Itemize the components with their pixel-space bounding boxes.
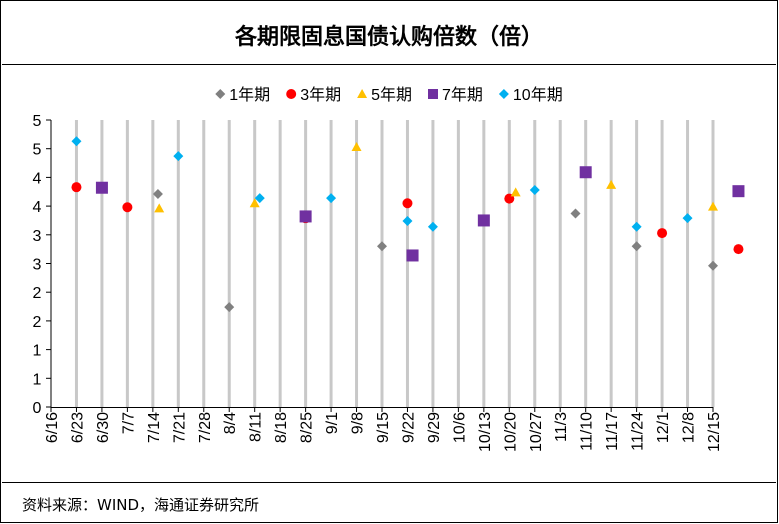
data-point: [733, 244, 744, 255]
legend-item: 1年期: [215, 86, 270, 104]
data-point: [406, 249, 419, 262]
data-point: [224, 302, 235, 313]
x-tick-label: 10/20: [502, 412, 519, 452]
y-tick-label: 0: [33, 400, 42, 417]
data-point: [570, 208, 581, 219]
legend-label: 5年期: [371, 86, 412, 104]
y-tick-label: 1: [33, 371, 42, 388]
x-tick-label: 9/29: [426, 412, 443, 443]
x-tick-label: 8/18: [273, 412, 290, 443]
x-tick-label: 7/21: [171, 412, 188, 443]
data-point: [377, 241, 387, 252]
data-point: [708, 201, 718, 211]
legend-label: 3年期: [300, 86, 341, 104]
x-tick-label: 9/8: [350, 412, 367, 434]
data-point: [154, 203, 165, 213]
x-tick-label: 11/17: [604, 412, 621, 451]
y-axis-ticks: 0 1 1 2 2 3 3 4 4 5 5: [33, 113, 51, 417]
y-tick-label: 3: [33, 257, 42, 274]
legend-item: 7年期: [428, 86, 483, 104]
data-point: [71, 182, 82, 193]
data-point: [631, 221, 642, 232]
data-points: [71, 136, 745, 313]
x-tick-label: 8/25: [299, 412, 316, 443]
y-tick-label: 4: [33, 170, 42, 187]
x-tick-label: 12/15: [706, 412, 723, 452]
x-tick-label: 9/15: [375, 412, 392, 443]
legend-marker: [428, 89, 438, 99]
data-point: [682, 213, 693, 224]
data-point: [708, 260, 718, 271]
x-tick-label: 6/30: [95, 412, 112, 443]
data-point: [427, 221, 438, 232]
legend-marker: [286, 89, 297, 99]
x-tick-label: 7/28: [197, 412, 214, 443]
data-point: [631, 241, 642, 252]
x-tick-label: 9/22: [400, 412, 417, 443]
y-tick-label: 3: [33, 228, 42, 245]
legend-label: 10年期: [513, 86, 563, 104]
data-point: [71, 136, 82, 147]
y-tick-label: 1: [33, 343, 42, 360]
data-point: [152, 189, 163, 200]
x-tick-label: 12/8: [681, 412, 698, 443]
data-point: [254, 193, 265, 204]
x-tick-label: 10/6: [451, 412, 468, 443]
x-tick-label: 12/1: [655, 412, 672, 443]
data-point: [579, 166, 592, 179]
x-tick-label: 7/14: [146, 412, 163, 443]
data-point: [402, 198, 413, 209]
data-point: [606, 179, 617, 189]
legend-label: 7年期: [442, 86, 483, 104]
data-point: [351, 141, 362, 151]
x-axis-ticks: 6/16 6/23 6/30 7/7 7/14 7/21 7/28 8/4 8/11 8/18 8/…: [44, 407, 723, 452]
y-tick-label: 5: [33, 142, 42, 159]
data-point: [529, 185, 540, 196]
x-tick-label: 10/13: [477, 412, 494, 452]
x-tick-label: 8/11: [248, 412, 265, 442]
legend-item: 3年期: [286, 86, 341, 104]
data-point: [510, 187, 521, 197]
data-point: [402, 216, 413, 227]
chart-title: 各期限固息国债认购倍数（倍）: [234, 24, 543, 50]
gridlines: [74, 120, 715, 407]
y-tick-label: 4: [33, 199, 42, 216]
data-point: [173, 151, 184, 162]
legend-label: 1年期: [229, 86, 270, 104]
data-point: [299, 210, 312, 223]
x-tick-label: 11/3: [553, 412, 570, 442]
legend-marker: [215, 89, 226, 99]
data-point: [477, 214, 490, 227]
x-tick-label: 6/16: [44, 412, 61, 443]
data-point: [249, 198, 260, 208]
x-tick-label: 8/4: [222, 412, 239, 434]
x-tick-label: 6/23: [69, 412, 86, 443]
y-tick-label: 5: [33, 113, 42, 130]
y-tick-label: 2: [33, 314, 42, 331]
legend-item: 5年期: [357, 86, 412, 104]
data-point: [122, 202, 133, 213]
legend-marker: [357, 89, 368, 98]
legend-item: 10年期: [498, 86, 563, 104]
data-point: [657, 228, 668, 239]
legend: 1年期 3年期 5年期 7年期 10年期: [215, 86, 563, 104]
data-point: [732, 185, 745, 198]
x-tick-label: 11/10: [579, 412, 596, 451]
x-tick-label: 7/7: [120, 412, 137, 434]
source-note: 资料来源：WIND，海通证券研究所: [22, 496, 259, 514]
data-point: [95, 181, 108, 194]
legend-marker: [498, 89, 509, 99]
x-tick-label: 10/27: [528, 412, 545, 452]
x-tick-label: 9/1: [324, 412, 341, 434]
x-tick-label: 11/24: [630, 412, 647, 451]
y-tick-label: 2: [33, 285, 42, 302]
data-point: [326, 193, 337, 204]
